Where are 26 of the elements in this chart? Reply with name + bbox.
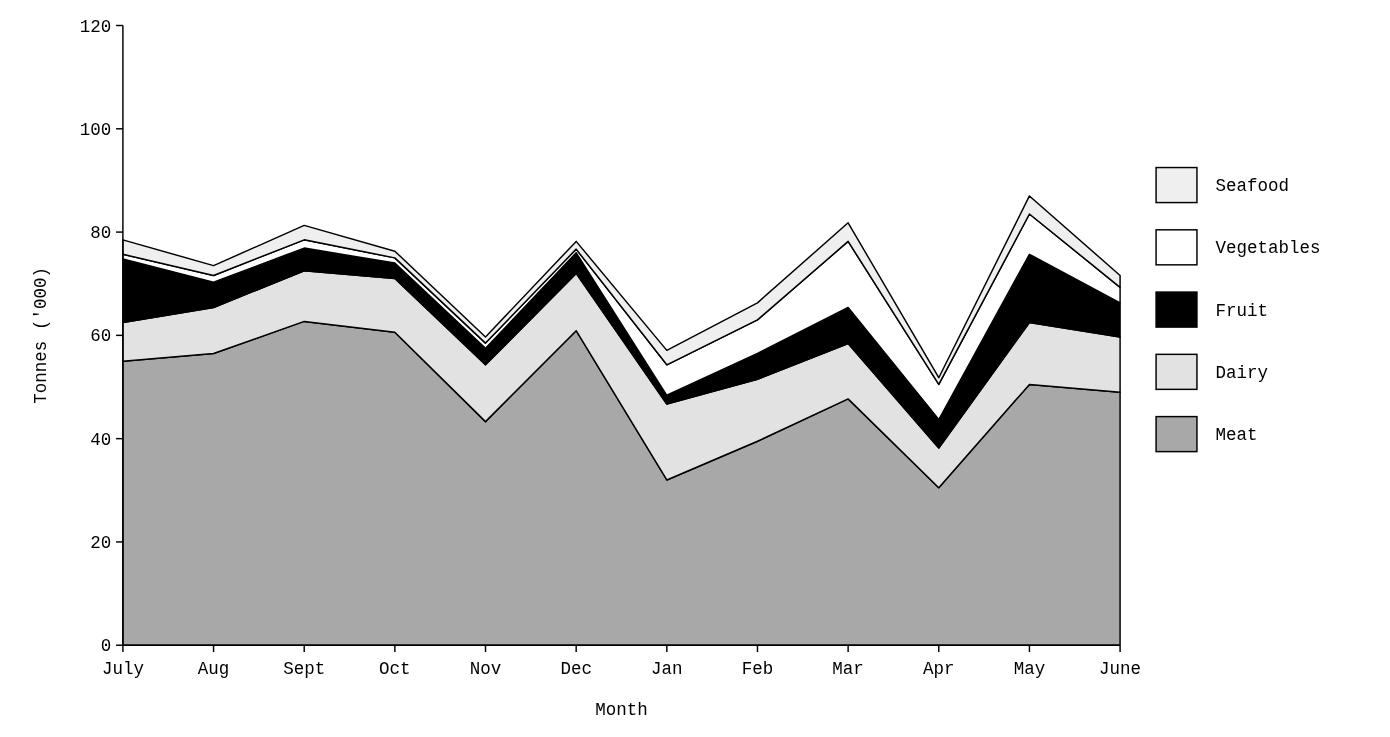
x-tick-label: Oct [379, 659, 411, 680]
legend-label: Fruit [1215, 300, 1268, 321]
x-tick-label: Aug [197, 659, 230, 680]
legend-label: Seafood [1215, 176, 1289, 197]
x-tick-label: Apr [923, 659, 955, 680]
x-tick-label: Dec [560, 659, 592, 680]
x-tick-label: June [1099, 659, 1142, 680]
x-tick-label: Feb [741, 659, 774, 680]
x-axis-title: Month [595, 700, 648, 721]
legend-label: Dairy [1215, 362, 1268, 383]
x-tick-label: May [1013, 659, 1046, 680]
x-tick-label: Mar [832, 659, 864, 680]
y-tick-label: 40 [90, 429, 112, 450]
y-tick-label: 20 [90, 533, 112, 554]
x-tick-label: July [101, 659, 144, 680]
y-tick-label: 100 [79, 119, 112, 140]
y-axis-title: Tonnes ('000) [31, 267, 52, 404]
x-tick-label: Nov [469, 659, 502, 680]
y-tick-label: 0 [100, 636, 112, 657]
legend-label: Meat [1215, 425, 1258, 446]
y-tick-label: 120 [79, 16, 112, 37]
x-tick-label: Sept [283, 659, 326, 680]
x-tick-label: Jan [651, 659, 683, 680]
y-tick-label: 60 [90, 326, 112, 347]
legend-label: Vegetables [1215, 238, 1321, 259]
y-tick-label: 80 [90, 223, 112, 244]
